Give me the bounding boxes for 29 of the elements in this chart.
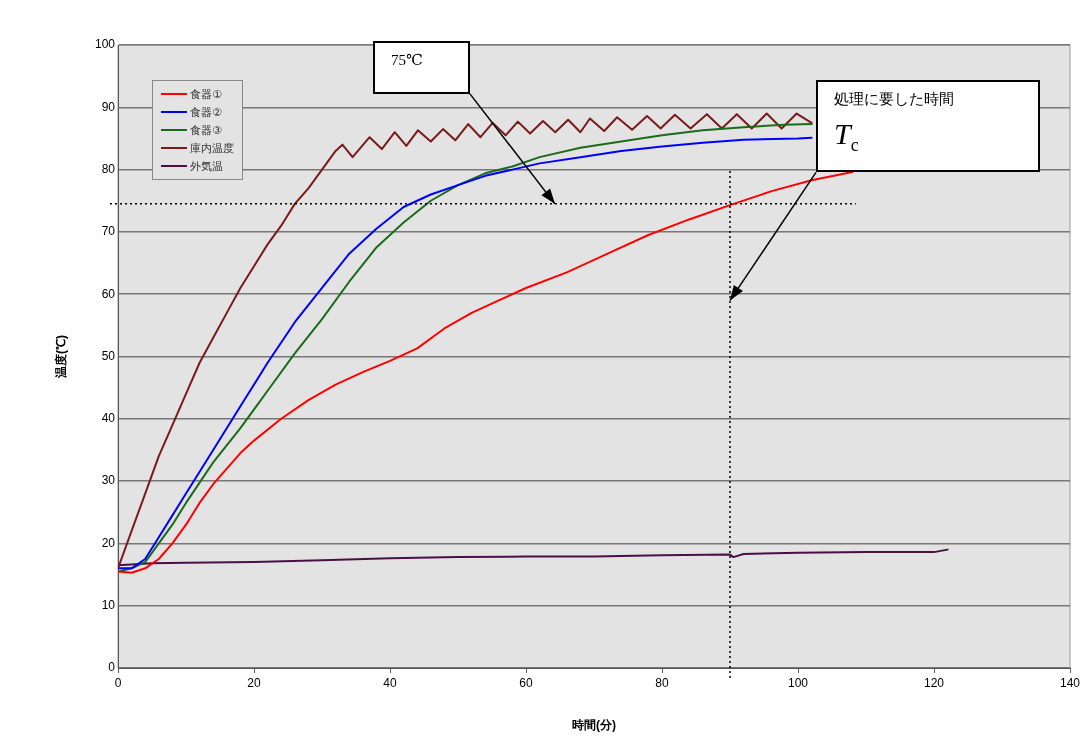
x-tick-label: 20: [247, 675, 261, 690]
y-tick-label: 60: [101, 286, 116, 301]
y-tick-label: 100: [94, 37, 116, 52]
legend-label: 食器①: [190, 86, 222, 102]
y-tick-label: 40: [101, 411, 116, 426]
x-tick-label: 80: [655, 675, 669, 690]
y-axis-title: 温度(℃): [53, 335, 68, 379]
y-tick-label: 50: [101, 348, 116, 363]
legend-label: 食器③: [190, 122, 222, 138]
x-tick-label: 60: [519, 675, 533, 690]
callout-box: 処理に要した時間 T$_{c}$: [816, 80, 1040, 173]
y-tick-label: 80: [101, 161, 116, 176]
y-tick-label: 10: [101, 598, 116, 613]
x-tick-label: 40: [383, 675, 397, 690]
x-tick-label: 140: [1059, 675, 1081, 690]
legend-label: 食器②: [190, 104, 222, 120]
y-tick-label: 20: [101, 535, 116, 550]
x-tick-label: 100: [787, 675, 809, 690]
annotation: 75℃: [390, 50, 424, 69]
y-tick-label: 30: [101, 473, 116, 488]
x-tick-label: 120: [923, 675, 945, 690]
legend-label: 庫内温度: [190, 140, 234, 156]
y-tick-label: 70: [101, 224, 116, 239]
y-tick-label: 0: [108, 660, 116, 675]
callout-box: 75℃: [372, 40, 470, 94]
legend-label: 外気温: [190, 158, 223, 174]
annotation: 処理に要した時間 T$_{c}$: [834, 90, 955, 157]
x-axis-title: 時間(分): [572, 718, 616, 733]
y-tick-label: 90: [101, 99, 116, 114]
